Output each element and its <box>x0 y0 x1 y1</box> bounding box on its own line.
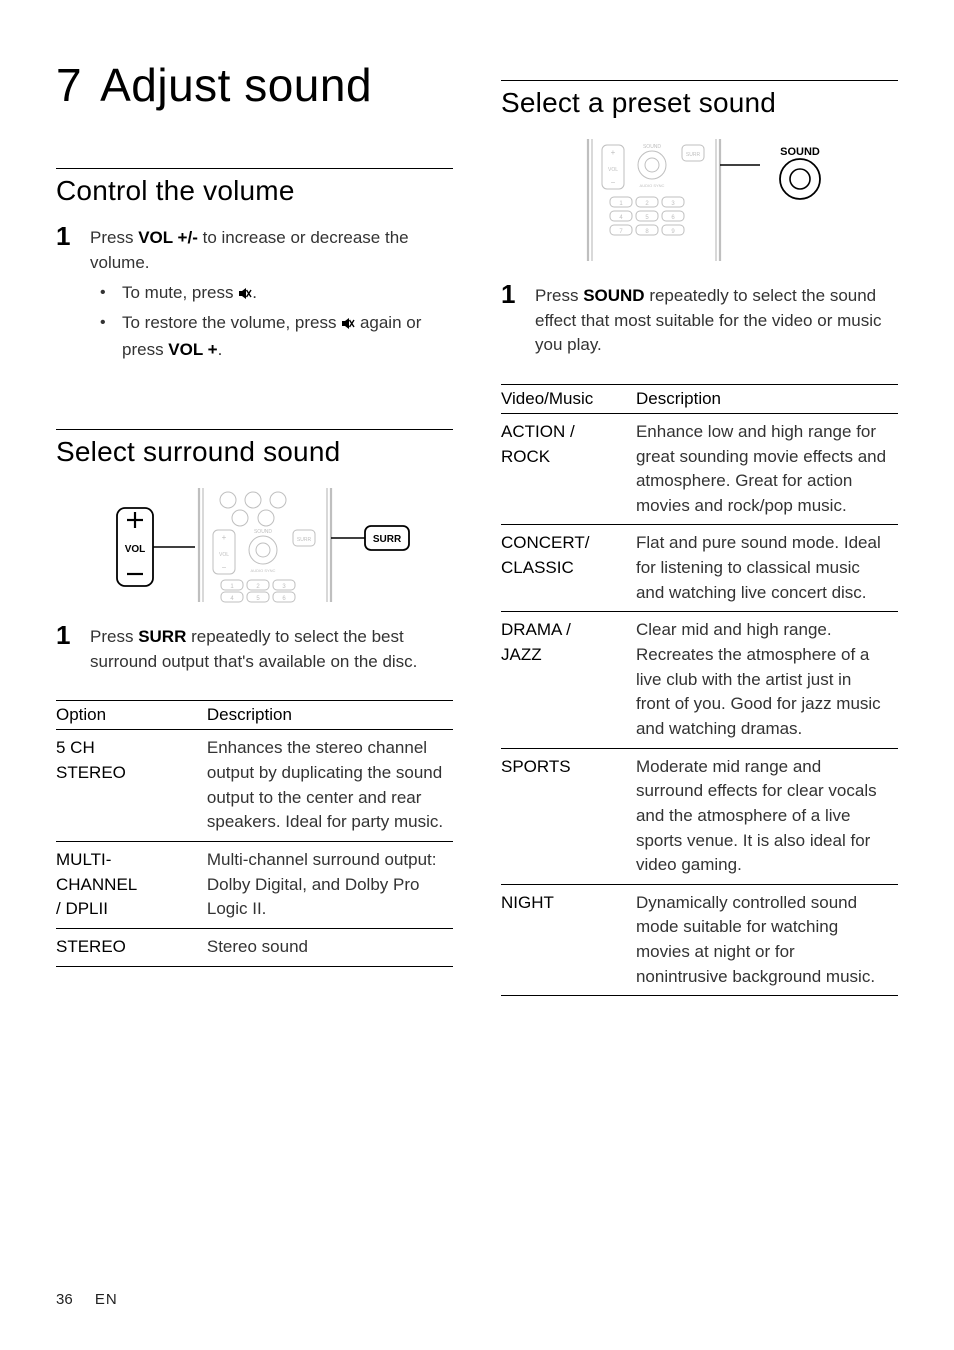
table-row: STEREO Stereo sound <box>56 928 453 966</box>
step: 1 Press SOUND repeatedly to select the s… <box>501 281 898 358</box>
remote-diagram-surround: VOL + <box>56 484 453 604</box>
step: 1 Press VOL +/- to increase or decrease … <box>56 223 453 365</box>
page-number: 36 <box>56 1291 73 1308</box>
svg-text:2: 2 <box>645 201 649 207</box>
mute-icon <box>238 283 252 308</box>
step-body: Press SOUND repeatedly to select the sou… <box>535 281 898 358</box>
step-body: Press VOL +/- to increase or decrease th… <box>90 223 453 365</box>
step: 1 Press SURR repeatedly to select the be… <box>56 622 453 674</box>
svg-text:SOUND: SOUND <box>642 144 660 150</box>
surround-options-table: Option Description 5 CH STEREO Enhances … <box>56 700 453 966</box>
svg-text:9: 9 <box>671 229 675 235</box>
svg-text:3: 3 <box>282 584 286 590</box>
mute-icon <box>341 313 355 338</box>
table-header: Description <box>207 701 453 730</box>
section-rule <box>56 168 453 169</box>
chapter-number: 7 <box>56 58 82 112</box>
page-footer: 36 EN <box>56 1291 118 1308</box>
svg-text:VOL: VOL <box>218 552 228 558</box>
table-row: SPORTS Moderate mid range and surround e… <box>501 748 898 884</box>
svg-text:1: 1 <box>619 201 623 207</box>
page-lang: EN <box>95 1291 118 1308</box>
table-header: Option <box>56 701 207 730</box>
svg-text:+: + <box>221 533 226 542</box>
chapter-title-text: Adjust sound <box>100 59 372 111</box>
svg-text:−: − <box>610 178 615 187</box>
bullet-item: To restore the volume, press again or pr… <box>90 311 453 362</box>
svg-text:1: 1 <box>230 584 234 590</box>
preset-sound-table: Video/Music Description ACTION / ROCK En… <box>501 384 898 996</box>
bullet-item: To mute, press . <box>90 281 453 308</box>
step-number: 1 <box>56 223 76 365</box>
svg-text:4: 4 <box>230 596 234 602</box>
svg-text:6: 6 <box>282 596 286 602</box>
step-body: Press SURR repeatedly to select the best… <box>90 622 453 674</box>
table-row: CONCERT/ CLASSIC Flat and pure sound mod… <box>501 525 898 612</box>
svg-text:VOL: VOL <box>607 167 617 173</box>
svg-text:SURR: SURR <box>296 537 311 543</box>
table-row: ACTION / ROCK Enhance low and high range… <box>501 413 898 525</box>
section-title-volume: Control the volume <box>56 175 453 207</box>
svg-text:+: + <box>610 148 615 157</box>
table-row: NIGHT Dynamically controlled sound mode … <box>501 884 898 996</box>
step-number: 1 <box>501 281 521 358</box>
svg-text:AUDIO SYNC: AUDIO SYNC <box>250 568 275 573</box>
svg-text:SOUND: SOUND <box>253 529 271 535</box>
step-number: 1 <box>56 622 76 674</box>
section-rule <box>56 429 453 430</box>
svg-text:SURR: SURR <box>372 534 401 545</box>
table-header: Video/Music <box>501 384 636 413</box>
table-row: MULTI- CHANNEL / DPLII Multi-channel sur… <box>56 842 453 929</box>
table-row: 5 CH STEREO Enhances the stereo channel … <box>56 730 453 842</box>
svg-text:7: 7 <box>619 229 623 235</box>
svg-text:5: 5 <box>645 215 649 221</box>
section-title-surround: Select surround sound <box>56 436 453 468</box>
svg-text:AUDIO SYNC: AUDIO SYNC <box>639 183 664 188</box>
svg-text:3: 3 <box>671 201 675 207</box>
svg-text:6: 6 <box>671 215 675 221</box>
svg-text:2: 2 <box>256 584 260 590</box>
svg-text:5: 5 <box>256 596 260 602</box>
section-title-preset: Select a preset sound <box>501 87 898 119</box>
section-rule <box>501 80 898 81</box>
svg-text:4: 4 <box>619 215 623 221</box>
remote-diagram-sound: + VOL − SOUND AUDIO SYNC SURR <box>501 135 898 263</box>
svg-text:−: − <box>221 563 226 572</box>
svg-text:VOL: VOL <box>124 544 145 555</box>
table-row: DRAMA / JAZZ Clear mid and high range. R… <box>501 612 898 748</box>
table-header: Description <box>636 384 898 413</box>
svg-text:SURR: SURR <box>685 152 700 158</box>
svg-text:SOUND: SOUND <box>780 146 820 158</box>
chapter-title: 7 Adjust sound <box>56 58 453 112</box>
svg-text:8: 8 <box>645 229 649 235</box>
